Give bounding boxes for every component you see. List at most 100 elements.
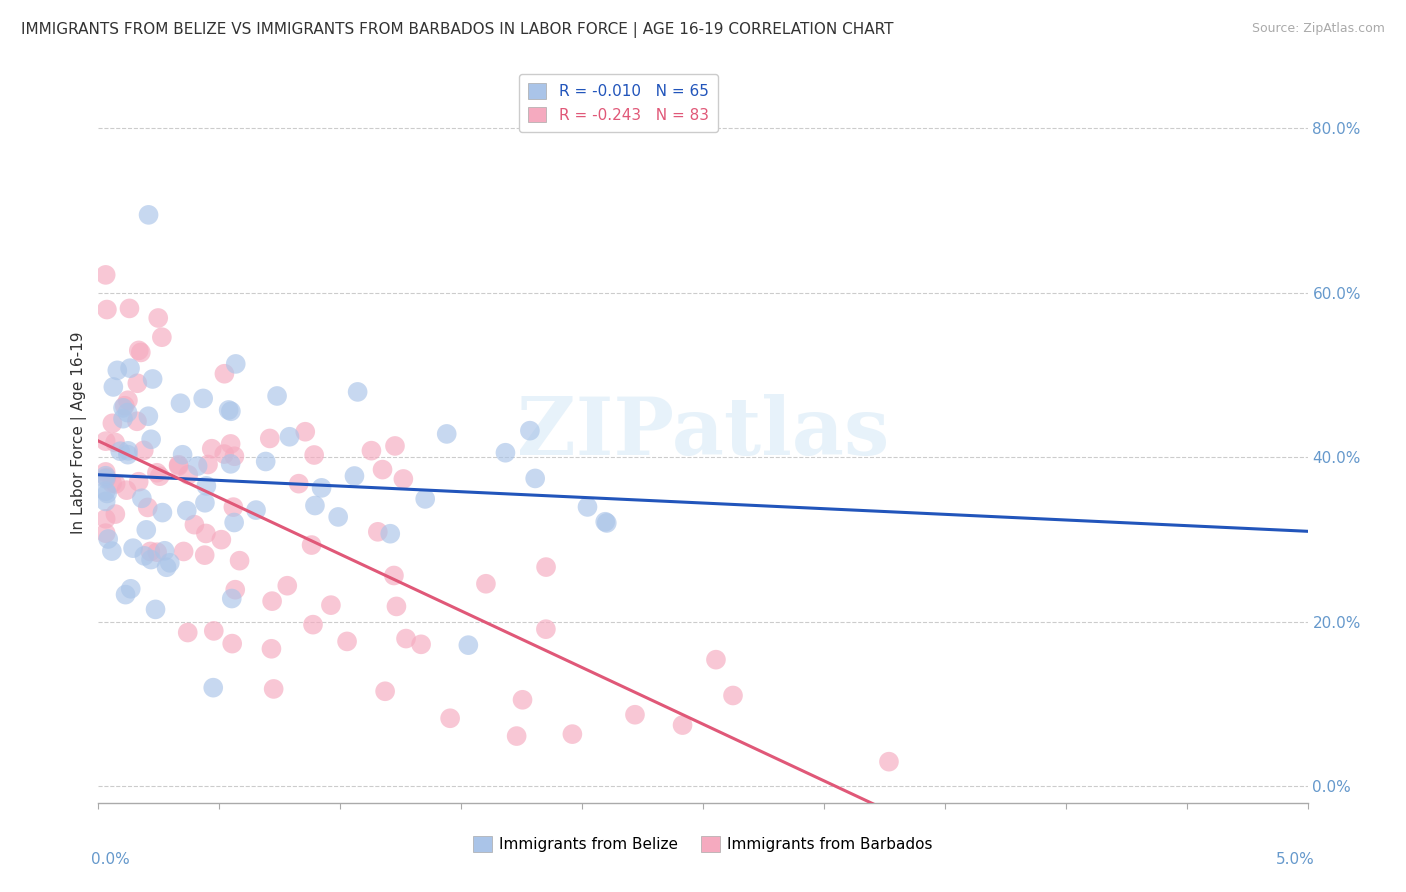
- Point: [302, 617, 325, 632]
- Point: [94, 494, 117, 508]
- Point: [96, 470, 118, 484]
- Point: [94, 468, 117, 483]
- Point: [671, 718, 693, 732]
- Point: [150, 330, 173, 344]
- Point: [202, 624, 225, 638]
- Point: [104, 435, 127, 450]
- Point: [224, 582, 246, 597]
- Point: [367, 524, 389, 539]
- Point: [101, 544, 124, 558]
- Point: [139, 552, 162, 566]
- Point: [624, 707, 647, 722]
- Text: IMMIGRANTS FROM BELIZE VS IMMIGRANTS FROM BARBADOS IN LABOR FORCE | AGE 16-19 CO: IMMIGRANTS FROM BELIZE VS IMMIGRANTS FRO…: [21, 22, 894, 38]
- Point: [146, 545, 169, 559]
- Point: [104, 476, 127, 491]
- Point: [117, 406, 139, 420]
- Point: [219, 457, 242, 471]
- Point: [494, 446, 516, 460]
- Point: [222, 500, 245, 515]
- Point: [131, 491, 153, 506]
- Point: [384, 439, 406, 453]
- Point: [125, 414, 148, 428]
- Point: [195, 479, 218, 493]
- Point: [94, 512, 117, 526]
- Point: [593, 515, 616, 529]
- Text: 0.0%: 0.0%: [91, 852, 131, 867]
- Point: [534, 560, 557, 574]
- Point: [336, 634, 359, 648]
- Point: [457, 638, 479, 652]
- Point: [172, 448, 194, 462]
- Point: [201, 442, 224, 456]
- Point: [287, 476, 309, 491]
- Point: [360, 443, 382, 458]
- Point: [194, 526, 217, 541]
- Point: [254, 454, 277, 468]
- Point: [187, 458, 209, 473]
- Point: [169, 396, 191, 410]
- Point: [194, 496, 217, 510]
- Point: [294, 425, 316, 439]
- Point: [145, 602, 167, 616]
- Text: ZIPatlas: ZIPatlas: [517, 393, 889, 472]
- Point: [512, 693, 534, 707]
- Point: [135, 523, 157, 537]
- Point: [94, 268, 117, 282]
- Point: [224, 516, 246, 530]
- Point: [128, 343, 150, 358]
- Point: [139, 432, 162, 446]
- Point: [114, 588, 136, 602]
- Point: [311, 481, 333, 495]
- Point: [136, 500, 159, 515]
- Point: [142, 372, 165, 386]
- Point: [97, 532, 120, 546]
- Point: [128, 475, 150, 489]
- Point: [225, 357, 247, 371]
- Point: [319, 598, 342, 612]
- Point: [202, 681, 225, 695]
- Point: [149, 469, 172, 483]
- Point: [159, 556, 181, 570]
- Point: [117, 448, 139, 462]
- Point: [721, 689, 744, 703]
- Point: [259, 432, 281, 446]
- Point: [224, 449, 246, 463]
- Point: [371, 462, 394, 476]
- Point: [278, 430, 301, 444]
- Point: [101, 476, 124, 491]
- Point: [94, 526, 117, 541]
- Point: [197, 458, 219, 472]
- Point: [346, 384, 368, 399]
- Point: [167, 459, 190, 474]
- Point: [221, 637, 243, 651]
- Point: [561, 727, 583, 741]
- Point: [112, 401, 135, 415]
- Point: [94, 472, 117, 486]
- Legend: Immigrants from Belize, Immigrants from Barbados: Immigrants from Belize, Immigrants from …: [467, 830, 939, 858]
- Point: [534, 622, 557, 636]
- Point: [301, 538, 323, 552]
- Point: [221, 591, 243, 606]
- Point: [138, 208, 160, 222]
- Point: [117, 393, 139, 408]
- Point: [524, 471, 547, 485]
- Point: [214, 367, 236, 381]
- Point: [94, 434, 117, 449]
- Point: [120, 582, 142, 596]
- Point: [177, 625, 200, 640]
- Point: [153, 543, 176, 558]
- Point: [129, 345, 152, 359]
- Point: [103, 380, 125, 394]
- Point: [228, 554, 250, 568]
- Point: [266, 389, 288, 403]
- Point: [94, 465, 117, 479]
- Text: 5.0%: 5.0%: [1275, 852, 1315, 867]
- Point: [439, 711, 461, 725]
- Point: [302, 448, 325, 462]
- Point: [101, 417, 124, 431]
- Point: [110, 444, 132, 458]
- Point: [260, 641, 283, 656]
- Point: [138, 409, 160, 424]
- Point: [328, 510, 350, 524]
- Point: [276, 579, 298, 593]
